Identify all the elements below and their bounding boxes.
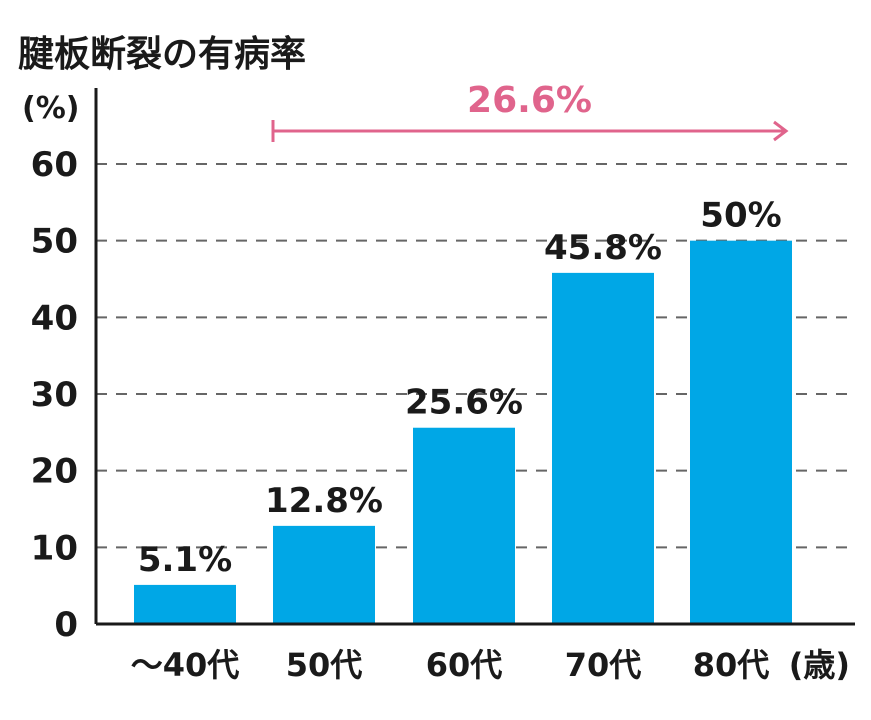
y-tick-labels: 0 10 20 30 40 50 60: [31, 145, 78, 645]
x-tick-label: 60代: [426, 646, 503, 684]
value-label: 50%: [700, 196, 781, 236]
x-unit-label: (歳): [789, 646, 850, 684]
y-tick-label: 50: [31, 222, 78, 262]
value-label: 45.8%: [544, 228, 662, 268]
y-tick-label: 30: [31, 375, 78, 415]
x-tick-label: 80代: [693, 646, 770, 684]
value-label: 5.1%: [138, 540, 232, 580]
axes: [94, 88, 855, 626]
y-tick-label: 40: [31, 298, 78, 338]
bar: [413, 427, 515, 624]
bar: [134, 584, 236, 624]
data-labels: 5.1% 12.8% 25.6% 45.8% 50%: [138, 196, 782, 580]
y-tick-label: 10: [31, 528, 78, 568]
bars: [134, 240, 792, 624]
annotation-label: 26.6%: [467, 80, 592, 121]
annotation-arrowhead: [773, 120, 789, 142]
y-tick-label: 20: [31, 452, 78, 492]
range-annotation: 26.6%: [271, 80, 789, 142]
y-tick-label: 60: [31, 145, 78, 185]
bar: [690, 240, 792, 624]
value-label: 12.8%: [265, 481, 383, 521]
x-tick-label: 50代: [286, 646, 363, 684]
value-label: 25.6%: [405, 383, 523, 423]
x-tick-label: ～40代: [131, 646, 240, 684]
bar: [552, 272, 654, 624]
y-tick-label: 0: [54, 605, 78, 645]
x-tick-label: 70代: [565, 646, 642, 684]
y-axis-label: (%): [22, 91, 79, 126]
chart-title: 腱板断裂の有病率: [18, 34, 306, 75]
bar: [273, 525, 375, 624]
x-tick-labels: ～40代 50代 60代 70代 80代 (歳): [131, 646, 850, 684]
gridlines: [96, 163, 855, 549]
